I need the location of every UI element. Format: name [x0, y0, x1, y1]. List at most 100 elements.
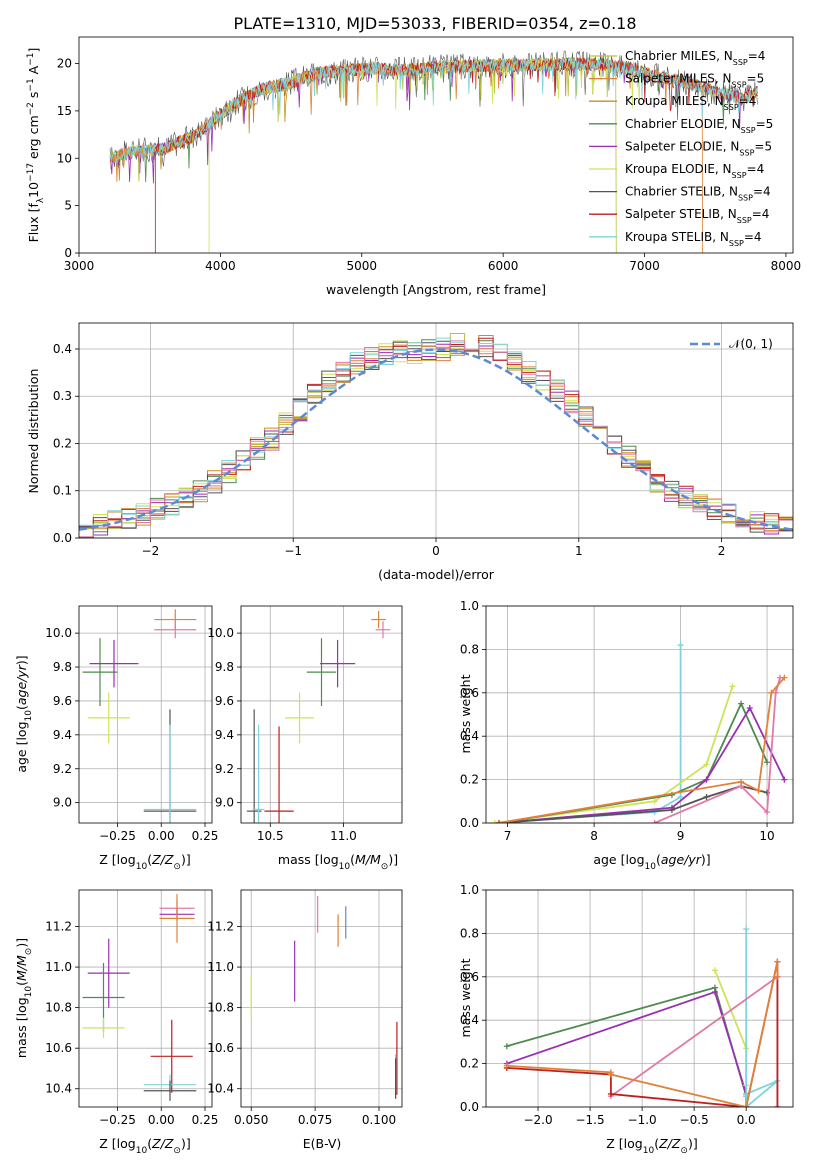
axes-frame — [485, 889, 794, 1108]
weight-marker — [491, 820, 498, 823]
label-part: ⊙ — [24, 948, 34, 956]
label-part: s — [26, 92, 41, 103]
x-tick-label: 5000 — [346, 259, 377, 273]
y-tick-label: 1.0 — [460, 883, 479, 897]
x-tick-label: 11.0 — [330, 829, 357, 843]
label-part: ⊙ — [173, 1146, 181, 1156]
legend-label-part: Chabrier MILES, N — [625, 49, 733, 63]
y-tick-label: 10.4 — [45, 1082, 72, 1096]
label-part: ( — [14, 705, 29, 710]
weight-marker — [651, 798, 658, 805]
spectrum-line — [109, 55, 617, 253]
y-tick-label: 0.4 — [460, 1013, 479, 1027]
legend-label-part: Kroupa MILES, N — [625, 94, 724, 108]
x-tick-label: 3000 — [64, 259, 95, 273]
legend-label-sub: SSP — [741, 125, 756, 134]
chart-panel-8: −2.0 −1.5 −1.0 −0.5 0.0 0.0 0.2 0.4 0.6 0.8 1.0 Z [… — [458, 883, 794, 1156]
x-tick-label: 6000 — [488, 259, 519, 273]
x-tick-label: −0.25 — [99, 829, 136, 843]
y-tick-label: 10.4 — [207, 1082, 234, 1096]
axes-frame — [78, 889, 213, 1108]
legend-label-sub: SSP — [738, 193, 753, 202]
label-part: 10 — [26, 182, 41, 198]
y-tick-label: 9.8 — [215, 660, 234, 674]
y-tick-label: 5 — [64, 199, 72, 213]
axes-frame — [240, 605, 403, 824]
chart-panel-2: −2 −1 0 1 2 0.0 0.1 0.2 0.3 0.4 𝒩(0, 1) (data-model… — [26, 322, 794, 582]
weight-marker — [607, 1090, 614, 1097]
legend-label: Salpeter STELIB, NSSP=4 — [625, 207, 769, 225]
label-part: A — [26, 65, 41, 78]
label-part: ( — [656, 852, 661, 867]
plot-area — [82, 609, 197, 823]
legend-label-part: =4 — [744, 230, 762, 244]
figure-title: PLATE=1310, MJD=53033, FIBERID=0354, z=0… — [233, 14, 636, 33]
error-bar-point — [246, 709, 262, 823]
y-tick-label: 0.0 — [53, 531, 72, 545]
x-tick-label: 9 — [677, 829, 685, 843]
legend-label-part: =4 — [753, 185, 771, 199]
legend-label-part: Salpeter MILES, N — [625, 72, 732, 86]
y-tick-label: 0.6 — [460, 970, 479, 984]
legend-label: Salpeter MILES, NSSP=5 — [625, 72, 764, 90]
label-part: M/M — [14, 955, 29, 981]
y-tick-label: 10.8 — [207, 1001, 234, 1015]
weight-marker — [703, 793, 710, 800]
y-tick-label: 9.6 — [215, 694, 234, 708]
weight-marker — [755, 787, 762, 794]
weight-line — [745, 929, 778, 1107]
x-tick-label: −2 — [142, 544, 160, 558]
y-tick-label: 0.2 — [53, 436, 72, 450]
error-bar-point — [89, 639, 139, 688]
legend-label-part: =4 — [748, 49, 766, 63]
plot-area — [491, 642, 788, 823]
y-tick-label: 9.0 — [53, 796, 72, 810]
weight-marker — [677, 793, 684, 800]
legend-label-sub: SSP — [733, 58, 748, 67]
y-tick-label: 11.0 — [45, 960, 72, 974]
label-part: −17 — [26, 163, 36, 182]
legend-label-part: =4 — [752, 207, 770, 221]
weight-marker — [729, 683, 736, 690]
y-axis-label: Normed distribution — [26, 369, 41, 494]
weight-line — [498, 706, 786, 823]
y-tick-label: 10.6 — [207, 1041, 234, 1055]
axes-frame — [78, 322, 794, 539]
y-tick-label: 0.1 — [53, 484, 72, 498]
x-tick-label: 0.00 — [148, 829, 175, 843]
error-bar-point — [82, 638, 118, 707]
error-bar-point — [150, 1019, 193, 1093]
x-tick-label: 0.100 — [362, 1113, 396, 1127]
plot-area — [246, 611, 391, 823]
weight-marker — [711, 967, 718, 974]
error-bar-point — [284, 692, 315, 744]
label-part: mass [log — [278, 852, 339, 867]
legend-label-part: =5 — [756, 117, 774, 131]
error-bar-point — [252, 724, 265, 823]
label-part: )] — [14, 938, 29, 948]
legend-label: 𝒩(0, 1) — [729, 337, 773, 351]
weight-marker — [768, 689, 775, 696]
x-tick-label: 0.075 — [298, 1113, 332, 1127]
y-tick-label: 9.2 — [215, 762, 234, 776]
histogram-step — [79, 337, 793, 538]
y-tick-label: 0 — [64, 246, 72, 260]
weight-marker — [781, 674, 788, 681]
weight-marker — [738, 778, 745, 785]
plot-area — [79, 333, 793, 538]
axes-frame — [78, 36, 794, 254]
weight-marker — [677, 642, 684, 649]
legend-label: Chabrier STELIB, NSSP=4 — [625, 185, 771, 203]
label-part: )] — [701, 852, 711, 867]
y-axis-label: age [log10(age/yr)] — [14, 655, 34, 772]
label-part: 10 — [645, 862, 657, 872]
weight-line — [506, 990, 748, 1107]
x-tick-label: 0.00 — [148, 1113, 175, 1127]
y-axis-label: mass [log10(M/M⊙)] — [14, 938, 34, 1058]
y-tick-label: 0.2 — [460, 773, 479, 787]
label-part: M/M — [355, 852, 381, 867]
label-part: mass [log — [14, 997, 29, 1058]
plot-area — [503, 926, 781, 1107]
error-bar-point — [306, 638, 337, 707]
